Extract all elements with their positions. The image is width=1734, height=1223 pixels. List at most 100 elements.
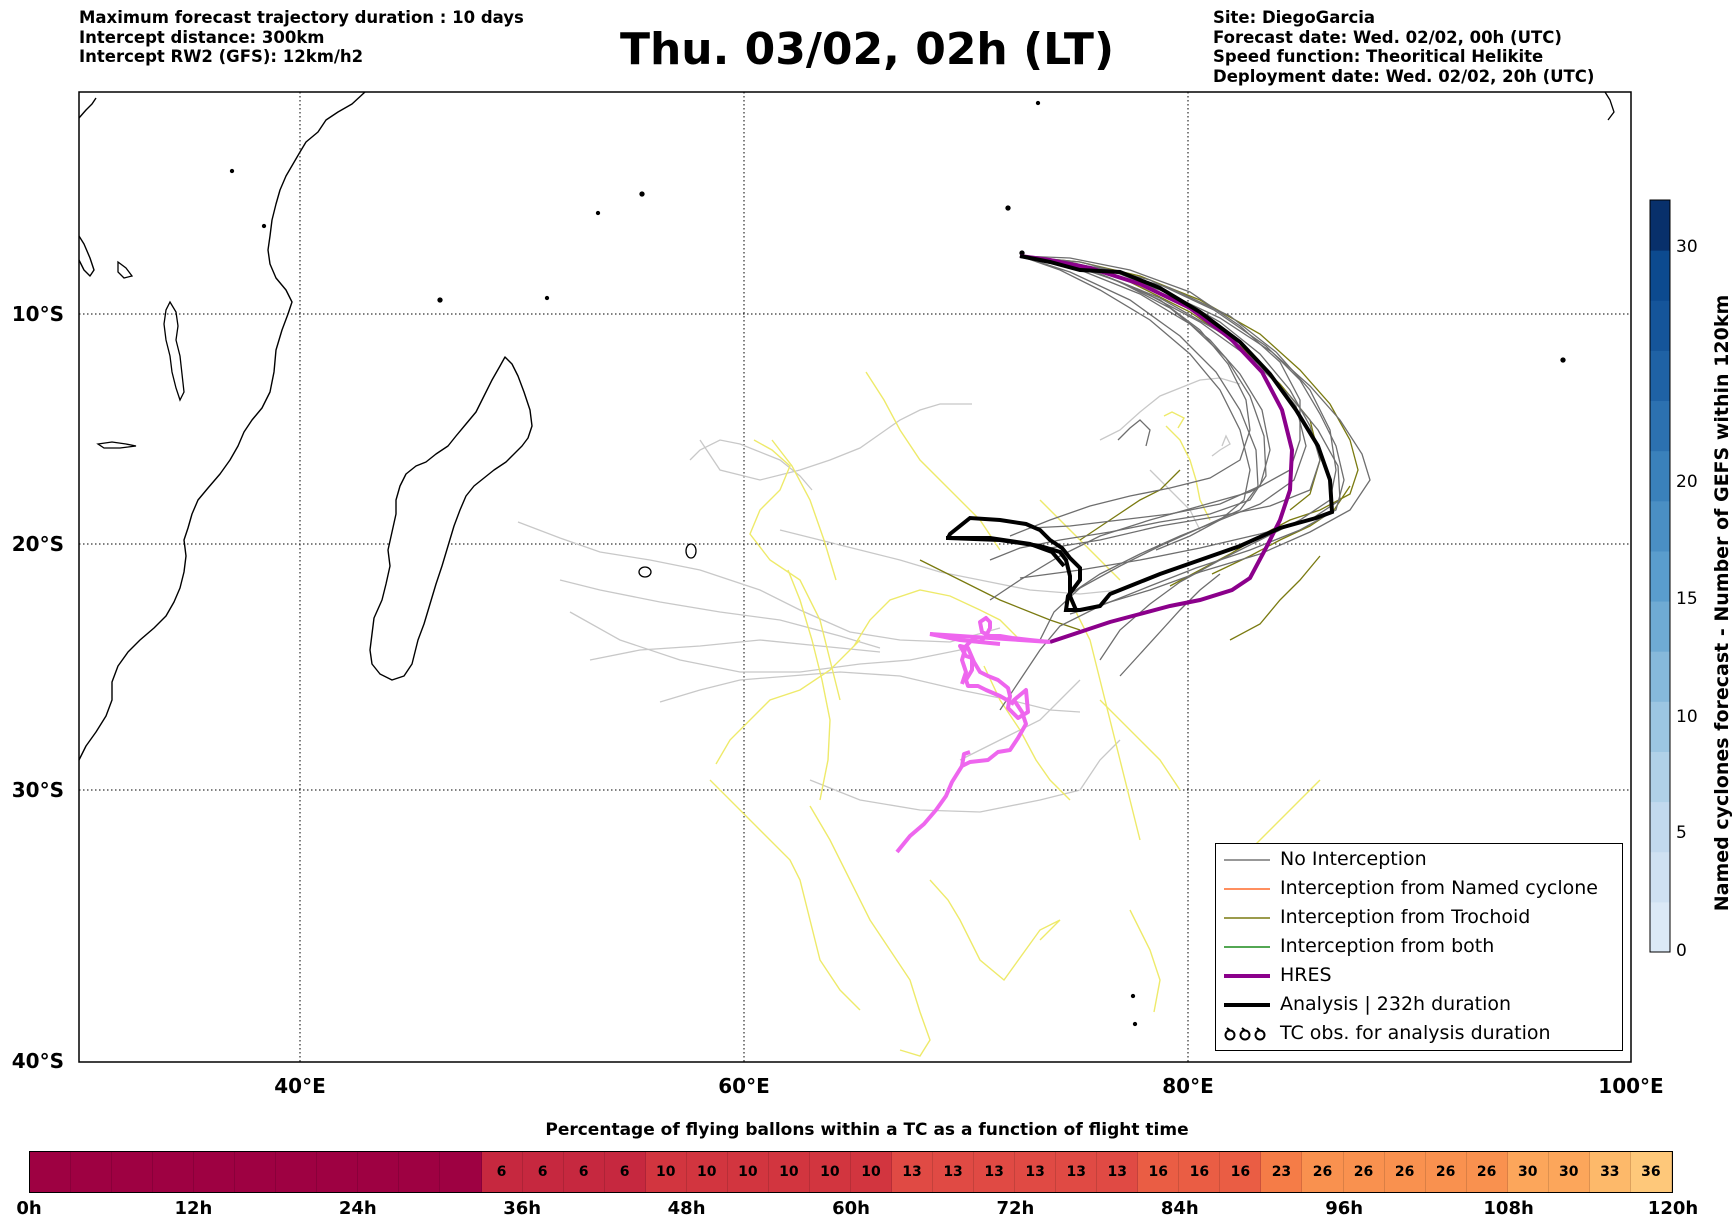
- flight-time-tick: 120h: [1647, 1198, 1699, 1219]
- legend-label: Interception from Named cyclone: [1280, 877, 1598, 899]
- legend-label: Interception from Trochoid: [1280, 906, 1531, 928]
- flight-bar-cell: 16: [1138, 1152, 1180, 1192]
- colorbar-tick-5: 5: [1676, 823, 1687, 843]
- hres-trajectory-early: [895, 616, 1051, 854]
- flight-bar-cell: [276, 1152, 318, 1192]
- colorbar-border: [1649, 199, 1671, 953]
- flight-bar-cell: 13: [891, 1152, 934, 1192]
- flight-bar-cell: 13: [933, 1152, 975, 1192]
- flight-bar-cell: 6: [563, 1152, 605, 1192]
- flight-time-bar: 6 6 6 6 10 10 10 10 10 10 13 13 13 13 13 13 16 16 16 23 26 26…: [29, 1151, 1673, 1193]
- flight-bar-cell: 6: [604, 1152, 646, 1192]
- lon-label-80e: 80°E: [1162, 1074, 1214, 1098]
- flight-bar-cell: 36: [1630, 1152, 1672, 1192]
- legend-item-no-interception: No Interception: [1216, 846, 1622, 875]
- trajectories-light-grey: [517, 377, 1241, 813]
- lat-label-20s: 20°S: [11, 532, 64, 556]
- colorbar-segment: [1650, 751, 1670, 803]
- flight-bar-cell: 16: [1220, 1152, 1262, 1192]
- flight-bar-cell: 10: [768, 1152, 810, 1192]
- flight-bar-cell: 10: [850, 1152, 892, 1192]
- colorbar-segment: [1650, 801, 1670, 853]
- coastline-madagascar: [369, 356, 533, 681]
- flight-time-tick: 0h: [16, 1198, 42, 1219]
- legend-label: TC obs. for analysis duration: [1280, 1022, 1551, 1044]
- colorbar-segment: [1650, 400, 1670, 452]
- colorbar-tick-15: 15: [1676, 589, 1698, 609]
- flight-time-tick: 60h: [832, 1198, 870, 1219]
- colorbar-tick-0: 0: [1676, 941, 1687, 961]
- flight-bar-cell: 10: [686, 1152, 728, 1192]
- lat-label-10s: 10°S: [11, 302, 64, 326]
- colorbar-segment: [1650, 350, 1670, 402]
- legend-item-trochoid: Interception from Trochoid: [1216, 904, 1622, 933]
- flight-time-tick: 96h: [1325, 1198, 1364, 1219]
- colorbar-segment: [1650, 901, 1670, 953]
- legend-line-orange: [1224, 888, 1270, 890]
- header-duration: Maximum forecast trajectory duration : 1…: [79, 8, 524, 27]
- legend-line-grey: [1224, 859, 1270, 861]
- header-left-info: Maximum forecast trajectory duration : 1…: [79, 8, 524, 67]
- header-speed-function: Speed function: Theoritical Helikite: [1213, 47, 1544, 66]
- coastline-africa: [78, 91, 366, 761]
- flight-bar-cell: 10: [809, 1152, 851, 1192]
- legend-line-olive: [1224, 917, 1270, 919]
- flight-bar-cell: [194, 1152, 236, 1192]
- colorbar-segment: [1650, 550, 1670, 602]
- legend-item-analysis: Analysis | 232h duration: [1216, 991, 1622, 1020]
- analysis-trajectory: [946, 254, 1335, 612]
- flight-bar-cell: [235, 1152, 277, 1192]
- flight-bar-cell: 13: [1097, 1152, 1139, 1192]
- flight-bar-cell: 26: [1466, 1152, 1508, 1192]
- flight-bar-cell: 10: [727, 1152, 769, 1192]
- lon-label-40e: 40°E: [274, 1074, 326, 1098]
- flight-bar-cell: 6: [522, 1152, 564, 1192]
- flight-bar-cell: 26: [1425, 1152, 1467, 1192]
- legend-line-purple: [1224, 974, 1270, 978]
- flight-bar-cell: 10: [645, 1152, 687, 1192]
- flight-time-tick: 108h: [1483, 1198, 1534, 1219]
- map-title: Thu. 03/02, 02h (LT): [619, 24, 1115, 75]
- map-legend: No Interception Interception from Named …: [1215, 843, 1623, 1051]
- colorbar-segment: [1650, 450, 1670, 502]
- colorbar: [1649, 199, 1671, 953]
- flight-bar-cell: [440, 1152, 482, 1192]
- flight-bar-cell: 6: [481, 1152, 523, 1192]
- legend-label: Analysis | 232h duration: [1280, 993, 1512, 1015]
- flight-time-tick: 72h: [996, 1198, 1035, 1219]
- flight-bar-cell: [153, 1152, 195, 1192]
- legend-line-black: [1224, 1003, 1270, 1007]
- flight-bar-cell: 26: [1343, 1152, 1385, 1192]
- legend-item-tc-obs: TC obs. for analysis duration: [1216, 1020, 1622, 1049]
- flight-bar-cell: [112, 1152, 154, 1192]
- flight-bar-cell: 23: [1261, 1152, 1303, 1192]
- flight-bar-cell: [317, 1152, 359, 1192]
- flight-bar-cell: 13: [974, 1152, 1016, 1192]
- legend-item-both: Interception from both: [1216, 933, 1622, 962]
- flight-bar-cell: 30: [1507, 1152, 1549, 1192]
- colorbar-segment: [1650, 200, 1670, 251]
- flight-time-tick: 48h: [667, 1198, 706, 1219]
- legend-line-green: [1224, 946, 1270, 948]
- legend-label: Interception from both: [1280, 935, 1495, 957]
- legend-label: HRES: [1280, 964, 1332, 986]
- flight-time-tick: 12h: [174, 1198, 213, 1219]
- flight-bar-cell: [30, 1152, 72, 1192]
- flight-bar-cell: 13: [1015, 1152, 1057, 1192]
- colorbar-segment: [1650, 601, 1670, 652]
- colorbar-segment: [1650, 300, 1670, 351]
- lon-label-60e: 60°E: [718, 1074, 770, 1098]
- header-forecast-date: Forecast date: Wed. 02/02, 00h (UTC): [1213, 27, 1562, 47]
- legend-label: No Interception: [1280, 848, 1427, 870]
- trajectories-yellow: [709, 371, 1321, 1057]
- flight-bar-title: Percentage of flying ballons within a TC…: [545, 1120, 1189, 1140]
- flight-bar-cell: 33: [1589, 1152, 1631, 1192]
- colorbar-segment: [1650, 651, 1670, 702]
- header-deployment-date: Deployment date: Wed. 02/02, 20h (UTC): [1213, 66, 1595, 86]
- flight-time-tick: 24h: [338, 1198, 377, 1219]
- lat-label-40s: 40°S: [11, 1049, 64, 1073]
- flight-time-tick: 36h: [503, 1198, 542, 1219]
- flight-time-tick: 84h: [1160, 1198, 1199, 1219]
- header-site: Site: DiegoGarcia: [1213, 8, 1376, 27]
- flight-bar-cell: [399, 1152, 441, 1192]
